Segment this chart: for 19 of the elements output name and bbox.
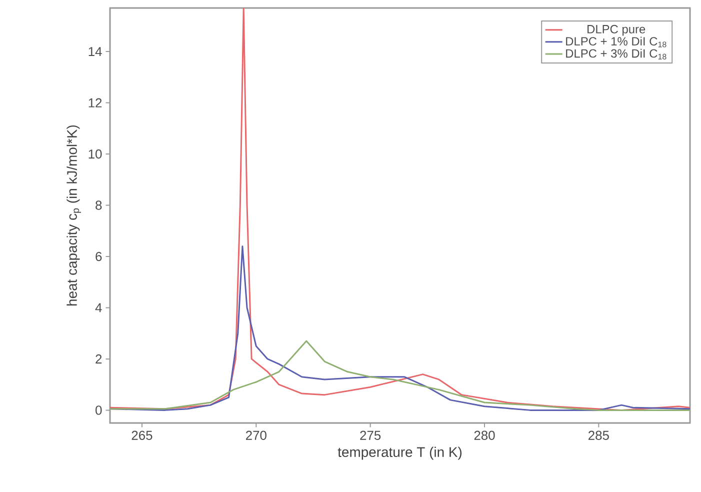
y-tick-label: 4 <box>95 303 102 312</box>
x-tick-label: 285 <box>588 430 609 440</box>
y-tick-label: 6 <box>96 252 102 262</box>
line-series <box>110 340 690 411</box>
y-tick-label: 0 <box>96 406 102 415</box>
legend-label: DLPC pure <box>588 24 646 36</box>
y-tick-label: 14 <box>88 47 102 56</box>
legend-label: DLPC + 1% DiI C$_{18}$ <box>566 36 666 48</box>
y-tick-label: 8 <box>96 200 102 210</box>
y-tick-label: 10 <box>88 149 102 159</box>
legend-label: DLPC + 3% DiI C$_{18}$ <box>566 48 666 60</box>
x-tick-label: 280 <box>474 430 495 440</box>
y-tick-label: 2 <box>96 354 102 364</box>
x-tick-label: 265 <box>132 430 152 440</box>
x-axis-title: temperature T (in K) <box>338 446 462 460</box>
y-tick-label: 12 <box>88 98 102 108</box>
y-axis-title: heat capacity c$_{p}$ (in kJ/mol*K) <box>66 125 81 306</box>
x-tick-label: 275 <box>360 430 381 440</box>
x-tick-label: 270 <box>246 430 266 440</box>
